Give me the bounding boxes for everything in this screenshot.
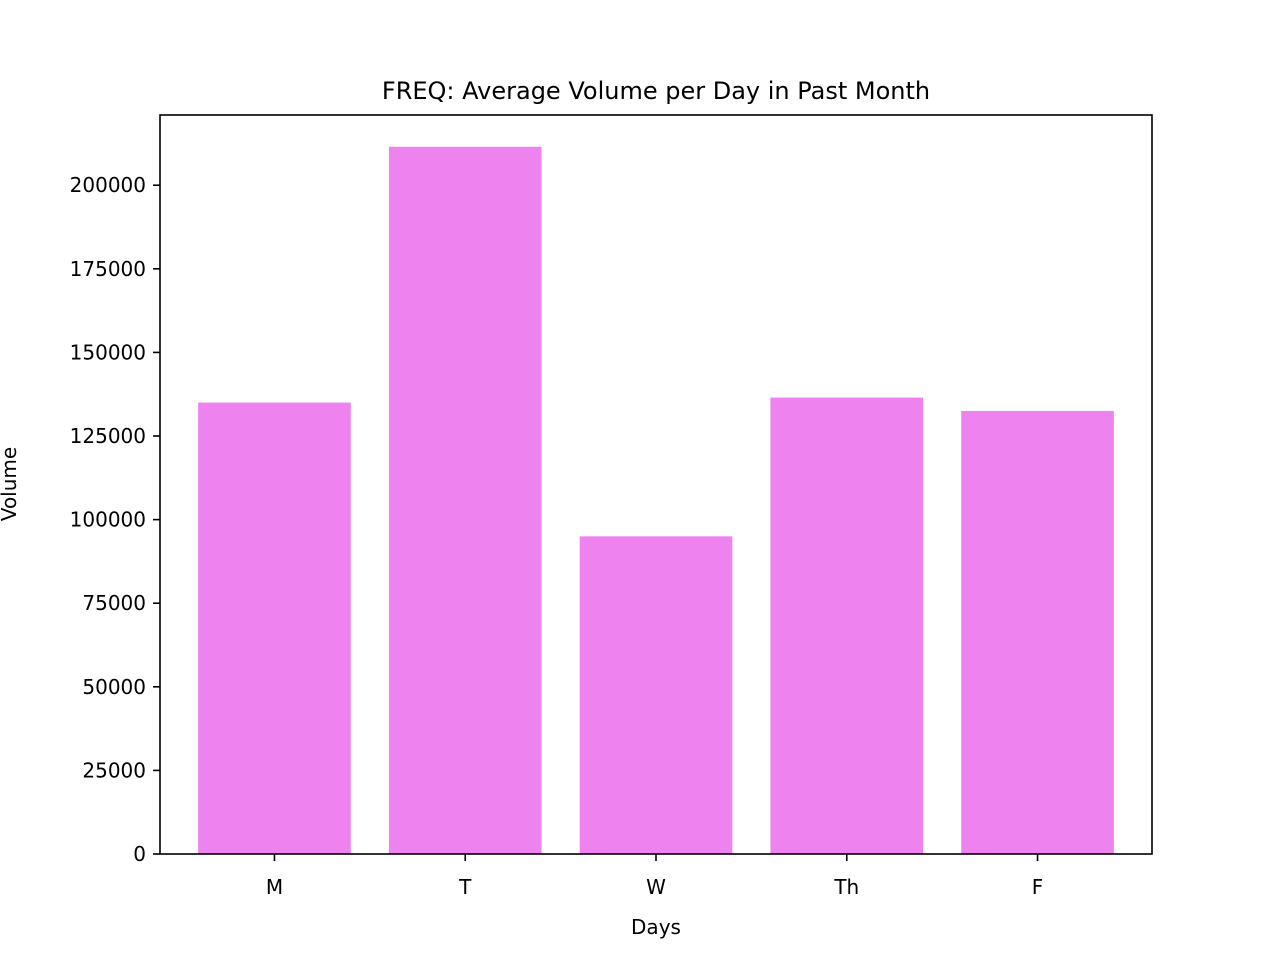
x-tick-label: T	[458, 875, 472, 899]
bar-m	[198, 402, 351, 854]
x-axis-label: Days	[631, 915, 681, 939]
y-tick-label: 150000	[70, 340, 146, 364]
x-tick-label: W	[646, 875, 666, 899]
y-tick-label: 50000	[82, 675, 146, 699]
y-tick-label: 25000	[82, 758, 146, 782]
x-tick-label: F	[1032, 875, 1044, 899]
plot-area-frame	[159, 114, 1153, 855]
y-tick-label: 100000	[70, 508, 146, 532]
chart-title: FREQ: Average Volume per Day in Past Mon…	[382, 77, 930, 105]
bar-t	[388, 146, 542, 854]
y-axis-ticks: 0 25000 50000 75000 100000 125000 150000 175000…	[70, 173, 160, 866]
y-tick-label: 0	[133, 842, 146, 866]
y-tick-label: 175000	[70, 257, 146, 281]
bar-th	[770, 397, 924, 854]
y-tick-label: 75000	[82, 591, 146, 615]
bar-w	[579, 536, 733, 854]
y-tick-label: 125000	[70, 424, 146, 448]
bar-f	[961, 410, 1114, 854]
x-axis-ticks: M T W Th F	[266, 854, 1043, 899]
x-tick-label: M	[266, 875, 283, 899]
y-tick-label: 200000	[70, 173, 146, 197]
x-tick-label: Th	[833, 875, 859, 899]
bars-layer	[198, 146, 1114, 854]
y-axis-label: Volume	[0, 447, 21, 521]
